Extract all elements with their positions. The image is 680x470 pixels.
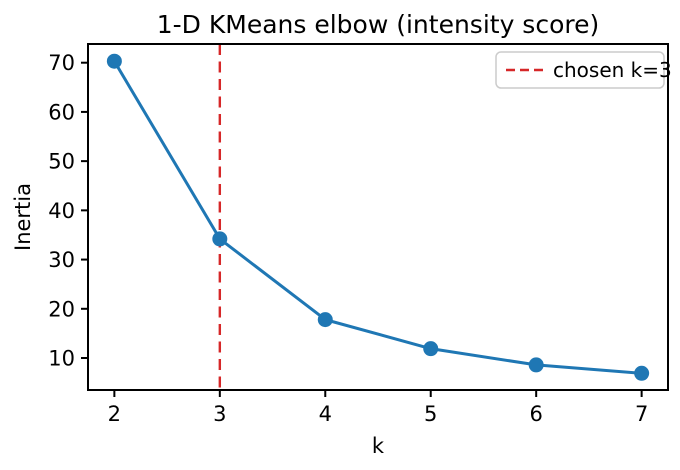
x-tick-label: 5	[424, 402, 437, 426]
x-tick-label: 7	[635, 402, 648, 426]
legend: chosen k=3	[495, 51, 672, 89]
inertia-line-series	[106, 53, 650, 381]
data-point-marker	[106, 53, 122, 69]
data-point-marker	[212, 231, 228, 247]
y-tick-label: 20	[48, 297, 75, 321]
y-axis-ticks: 10 20 30 40 50 60 70	[48, 51, 88, 371]
y-axis-label: Inertia	[11, 183, 35, 251]
y-tick-label: 70	[48, 51, 75, 75]
data-point-marker	[317, 312, 333, 328]
data-point-marker	[634, 365, 650, 381]
legend-box	[495, 51, 665, 89]
data-point-marker	[423, 341, 439, 357]
y-tick-label: 60	[48, 100, 75, 124]
series-line	[112, 59, 644, 375]
x-tick-label: 2	[108, 402, 121, 426]
axes-frame	[87, 43, 669, 391]
x-tick-label: 6	[529, 402, 542, 426]
y-tick-label: 50	[48, 150, 75, 174]
legend-label: chosen k=3	[553, 58, 672, 82]
x-axis-ticks: 2 3 4 5 6 7	[108, 390, 648, 426]
y-tick-label: 30	[48, 248, 75, 272]
plot-background	[88, 44, 668, 390]
y-tick-label: 40	[48, 199, 75, 223]
data-point-marker	[528, 357, 544, 373]
y-tick-label: 10	[48, 347, 75, 371]
x-tick-label: 3	[213, 402, 226, 426]
chart-title: 1-D KMeans elbow (intensity score)	[157, 10, 600, 39]
x-tick-label: 4	[319, 402, 332, 426]
x-axis-label: k	[372, 434, 385, 458]
